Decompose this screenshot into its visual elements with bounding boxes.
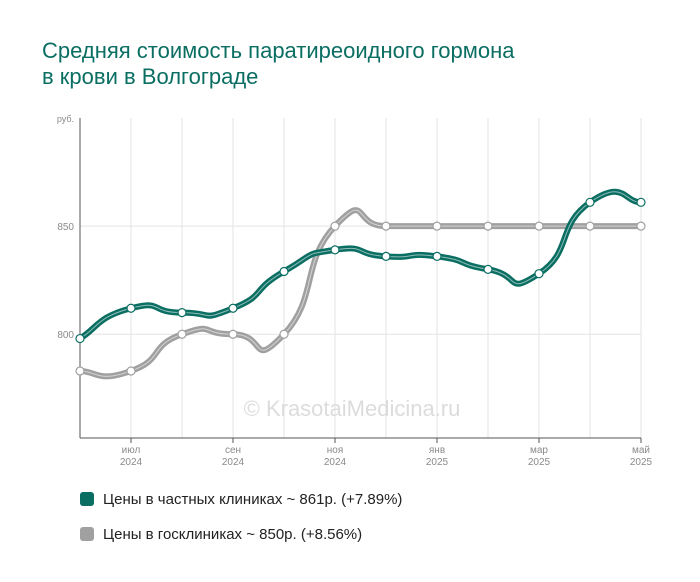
data-point <box>279 266 289 277</box>
data-point <box>228 329 238 339</box>
x-tick-year: 2024 <box>120 457 143 468</box>
legend-label: Цены в частных клиниках ~ 861р. (+7.89%) <box>103 490 403 508</box>
x-tick-label: май <box>632 445 650 456</box>
data-point <box>126 303 136 313</box>
data-point <box>534 269 544 279</box>
chart-title-line1: Средняя стоимость паратиреоидного гормон… <box>42 38 515 63</box>
data-point <box>432 251 442 261</box>
data-point <box>585 197 595 207</box>
legend: Цены в частных клиниках ~ 861р. (+7.89%)… <box>80 488 402 558</box>
data-point <box>228 303 238 313</box>
data-point <box>381 221 391 231</box>
data-point <box>636 197 646 207</box>
x-tick-label: янв <box>429 445 445 456</box>
axes: 800850руб.июл2024сен2024ноя2024янв2025ма… <box>57 114 653 468</box>
data-point <box>636 221 646 231</box>
data-point <box>177 307 187 318</box>
x-tick-label: мар <box>530 445 548 456</box>
x-tick-year: 2025 <box>426 457 449 468</box>
data-point <box>279 329 289 339</box>
y-tick-label: 850 <box>57 222 74 233</box>
x-tick-year: 2024 <box>222 457 245 468</box>
chart-title-line2: в крови в Волгограде <box>42 64 259 89</box>
data-point <box>534 221 544 231</box>
series-line <box>77 207 644 380</box>
data-point <box>75 333 85 344</box>
x-tick-label: ноя <box>327 445 344 456</box>
data-point <box>483 221 493 231</box>
data-point <box>381 251 391 261</box>
series-public <box>75 207 646 380</box>
data-point <box>483 264 493 274</box>
data-point <box>177 329 187 339</box>
legend-swatch <box>80 492 94 506</box>
x-tick-label: июл <box>122 445 141 456</box>
legend-item-public[interactable]: Цены в госклиниках ~ 850р. (+8.56%) <box>80 523 402 545</box>
data-point <box>126 366 136 376</box>
data-point <box>75 366 85 376</box>
legend-swatch <box>80 527 94 541</box>
y-tick-label: 800 <box>57 330 74 341</box>
data-point <box>330 221 340 231</box>
data-point <box>330 245 340 255</box>
chart-title: Средняя стоимость паратиреоидного гормон… <box>42 38 642 90</box>
series <box>75 188 646 380</box>
series-private <box>75 188 646 344</box>
data-point <box>585 221 595 231</box>
series-line-highlight <box>79 209 641 377</box>
x-tick-year: 2024 <box>324 457 347 468</box>
legend-item-private[interactable]: Цены в частных клиниках ~ 861р. (+7.89%) <box>80 488 402 510</box>
grid <box>80 118 642 438</box>
x-tick-year: 2025 <box>630 457 653 468</box>
legend-label: Цены в госклиниках ~ 850р. (+8.56%) <box>103 525 363 543</box>
watermark: © KrasotaiMedicina.ru <box>244 396 461 421</box>
x-tick-year: 2025 <box>528 457 551 468</box>
y-axis-unit: руб. <box>57 114 74 124</box>
x-tick-label: сен <box>225 445 241 456</box>
data-point <box>432 221 442 231</box>
